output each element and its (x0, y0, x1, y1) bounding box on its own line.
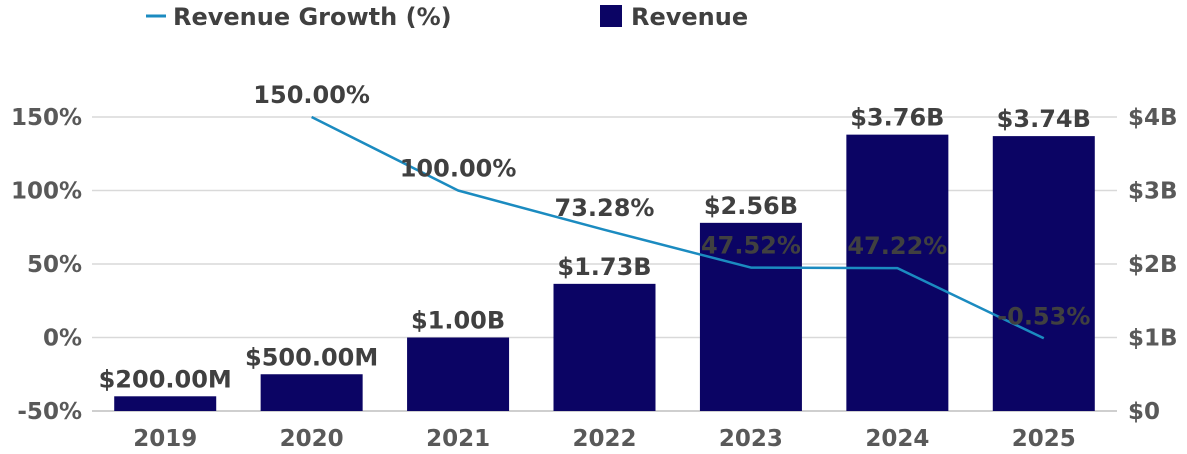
revenue-bars: $200.00M $500.00M $1.00B $1.73B $2.56B $3.76B… (99, 104, 1095, 412)
left-axis-tick-label: 100% (11, 179, 82, 205)
growth-data-label: 100.00% (400, 155, 517, 183)
legend-growth-label: Revenue Growth (%) (173, 3, 452, 31)
revenue-data-label: $500.00M (245, 343, 378, 371)
growth-data-label: 47.52% (701, 232, 801, 260)
growth-data-label: 73.28% (555, 194, 655, 222)
growth-data-label: 150.00% (253, 81, 370, 109)
right-axis-tick-label: $0 (1128, 399, 1160, 425)
revenue-bar (260, 374, 363, 411)
revenue-data-label: $2.56B (704, 192, 798, 220)
right-axis-ticks: $0 $1B $2B $3B $4B (1128, 105, 1178, 425)
x-axis-tick-label: 2019 (133, 426, 197, 452)
x-axis-tick-label: 2021 (426, 426, 490, 452)
revenue-bar (992, 136, 1095, 412)
revenue-data-label: $200.00M (99, 365, 232, 393)
legend-revenue-label: Revenue (631, 3, 748, 31)
left-axis-tick-label: 150% (11, 105, 82, 131)
x-axis-tick-label: 2023 (719, 426, 783, 452)
revenue-bar (407, 337, 510, 411)
left-axis-ticks: -50% 0% 50% 100% 150% (11, 105, 82, 425)
growth-data-label: 47.22% (847, 232, 947, 260)
chart-legend: Revenue Growth (%) Revenue (146, 3, 748, 31)
revenue-bar (553, 283, 656, 411)
right-axis-tick-label: $2B (1128, 252, 1178, 278)
revenue-bar (114, 396, 217, 411)
revenue-bar (699, 222, 802, 411)
right-axis-tick-label: $1B (1128, 326, 1178, 352)
revenue-data-label: $1.00B (411, 307, 505, 335)
revenue-bar (846, 134, 949, 411)
legend-revenue-square-marker (600, 5, 622, 27)
revenue-data-label: $3.76B (850, 104, 944, 132)
x-axis-tick-label: 2022 (572, 426, 636, 452)
revenue-data-label: $3.74B (997, 105, 1091, 133)
x-axis-tick-label: 2020 (280, 426, 344, 452)
growth-line-series: 150.00% 100.00% 73.28% 47.52% 47.22% -0.53% (253, 81, 1090, 340)
left-axis-tick-label: 50% (27, 252, 82, 278)
growth-data-label: -0.53% (997, 302, 1090, 330)
revenue-data-label: $1.73B (557, 253, 651, 281)
x-axis-tick-label: 2025 (1012, 426, 1076, 452)
left-axis-tick-label: 0% (43, 326, 82, 352)
growth-line (311, 115, 1045, 340)
x-axis-tick-label: 2024 (865, 426, 929, 452)
left-axis-tick-label: -50% (17, 399, 82, 425)
x-axis-ticks: 2019 2020 2021 2022 2023 2024 2025 (133, 426, 1076, 452)
right-axis-tick-label: $4B (1128, 105, 1178, 131)
right-axis-tick-label: $3B (1128, 179, 1178, 205)
